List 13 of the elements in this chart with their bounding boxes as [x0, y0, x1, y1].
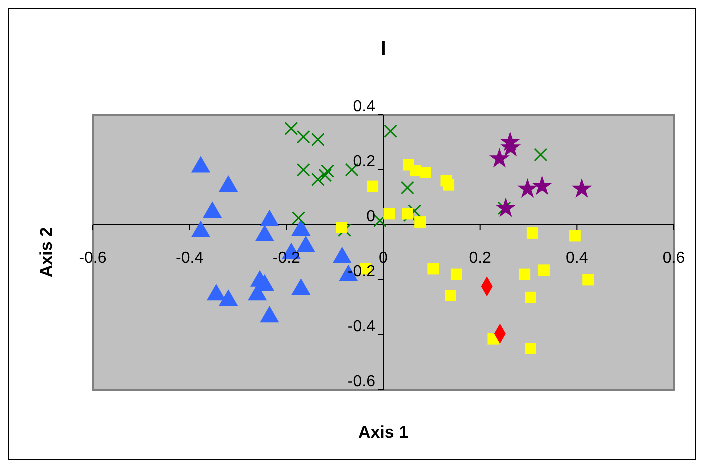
x-axis-title: Axis 1: [358, 423, 409, 442]
y-tick-label: -0.4: [348, 318, 376, 336]
x-tick-label: -0.4: [176, 250, 204, 267]
x-tick-label: 0.4: [566, 250, 588, 267]
y-tick-label: 0: [366, 208, 376, 226]
x-tick-label: -0.6: [79, 250, 107, 267]
y-tick-label: 0.2: [353, 154, 376, 171]
chart-title: I: [380, 38, 386, 60]
x-tick-label: 0.6: [662, 250, 686, 267]
y-tick-label: 0.4: [353, 98, 376, 116]
y-tick-label: -0.6: [348, 374, 376, 391]
y-axis-title: Axis 2: [37, 227, 56, 278]
x-tick-label: 0.2: [469, 250, 492, 267]
